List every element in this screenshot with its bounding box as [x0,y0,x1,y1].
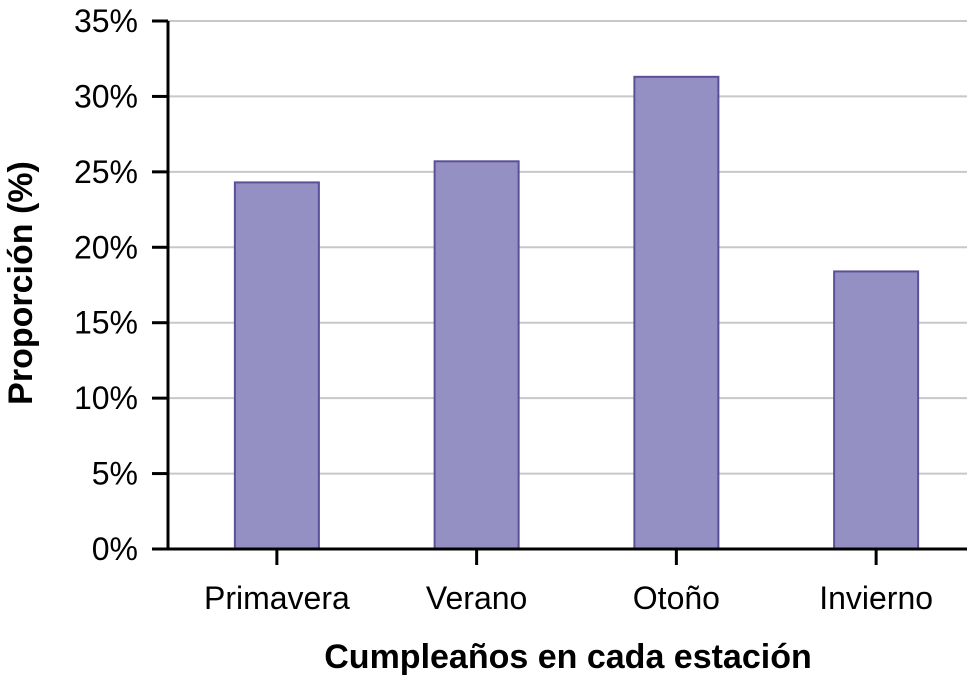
y-tick-label: 5% [92,456,138,492]
x-tick-label: Primavera [204,580,350,616]
y-tick-label: 10% [74,380,138,416]
y-tick-label: 35% [74,3,138,39]
x-tick-label: Invierno [819,580,933,616]
bars [233,75,920,551]
y-tick-labels: 0% 5% 10% 15% 20% 25% 30% 35% [74,3,138,567]
y-tick-label: 20% [74,229,138,265]
y-tick-label: 25% [74,154,138,190]
x-axis-title: Cumpleaños en cada estación [324,638,812,676]
bar-verano [433,160,520,550]
bar-invierno [833,270,920,550]
x-tick-labels: Primavera Verano Otoño Invierno [204,580,933,616]
x-tick-label: Verano [426,580,527,616]
y-tick-label: 0% [92,531,138,567]
bar-otoño [633,75,720,551]
x-tick-label: Otoño [633,580,720,616]
y-axis-title: Proporción (%) [2,161,40,405]
y-tick-label: 30% [74,78,138,114]
y-tick-label: 15% [74,305,138,341]
bar-primavera [233,181,320,550]
axes [152,19,967,565]
